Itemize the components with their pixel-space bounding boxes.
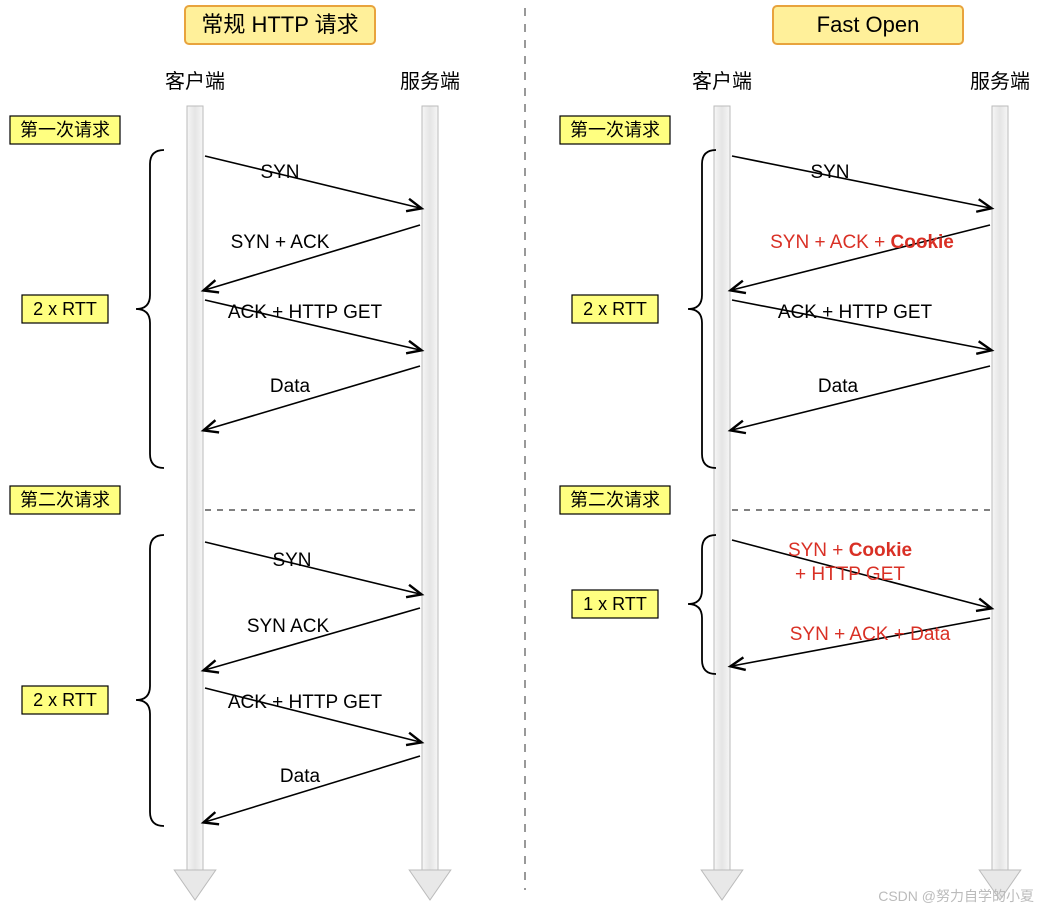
lifeline-arrowhead [701,870,743,900]
request-badge-text: 第二次请求 [20,490,110,510]
brace [136,535,164,826]
sequence-diagram: 常规 HTTP 请求 Fast Open 客户端 服务端 客户端 服务端第一次请求第二次请… [0,0,1052,918]
message-label: ACK + HTTP GET [778,302,933,323]
watermark: CSDN @努力自学的小夏 [878,886,1034,906]
message-arrow [732,366,990,430]
rtt-badge-text: 1 x RTT [583,594,647,614]
message-arrow [205,542,420,594]
rtt-badge-text: 2 x RTT [33,690,97,710]
role-label: 服务端 [970,70,1030,93]
message-label: SYN + Cookie [788,540,912,561]
lifeline-bar [187,106,203,870]
message-label: SYN + ACK [231,232,330,253]
role-label: 客户端 [692,70,752,93]
message-label: SYN + ACK + Cookie [770,232,954,253]
lifeline-arrowhead [174,870,216,900]
role-label: 服务端 [400,70,460,93]
brace [136,150,164,468]
message-label: SYN + ACK + Data [790,624,951,645]
role-label: 客户端 [165,70,225,93]
rtt-badge-text: 2 x RTT [583,299,647,319]
title-text: Fast Open [817,12,920,37]
brace [688,535,716,674]
brace [688,150,716,468]
lifeline-bar [422,106,438,870]
message-label: SYN ACK [247,616,330,637]
rtt-badge-text: 2 x RTT [33,299,97,319]
request-badge-text: 第二次请求 [570,490,660,510]
message-arrow [205,366,420,430]
message-label: SYN [272,550,311,571]
message-label: SYN [810,162,849,183]
message-label: Data [280,766,321,787]
request-badge-text: 第一次请求 [570,120,660,140]
lifeline-bar [714,106,730,870]
request-badge-text: 第一次请求 [20,120,110,140]
message-arrow [205,156,420,208]
lifeline-arrowhead [409,870,451,900]
message-label: ACK + HTTP GET [228,692,383,713]
message-arrow [732,156,990,208]
message-label: ACK + HTTP GET [228,302,383,323]
message-label: + HTTP GET [795,564,905,585]
lifeline-bar [992,106,1008,870]
message-label: Data [270,376,311,397]
message-label: SYN [260,162,299,183]
message-label: Data [818,376,859,397]
title-text: 常规 HTTP 请求 [201,12,358,37]
